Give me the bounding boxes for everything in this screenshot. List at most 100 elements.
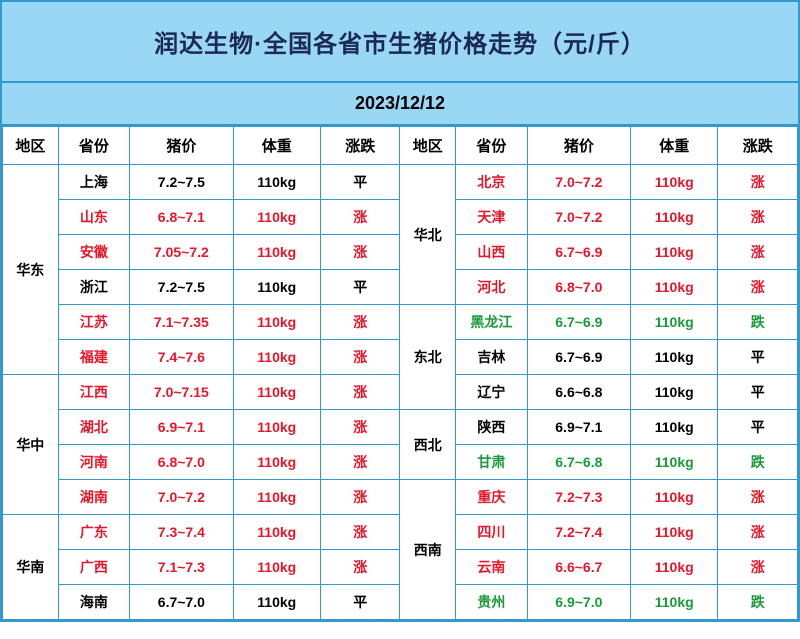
cell-trend: 平 [320,270,400,305]
price-table-container: 润达生物·全国各省市生猪价格走势（元/斤） 2023/12/12 地区 省份 猪… [0,0,800,622]
cell-price: 7.1~7.3 [130,550,233,585]
cell-price: 6.8~7.0 [130,445,233,480]
cell-weight: 110kg [233,305,320,340]
region-cell: 华中 [3,375,59,515]
cell-weight: 110kg [233,585,320,620]
cell-trend: 涨 [718,480,798,515]
cell-prov: 云南 [456,550,528,585]
cell-weight: 110kg [631,305,718,340]
cell-prov: 江西 [58,375,130,410]
cell-price: 7.3~7.4 [130,515,233,550]
cell-prov: 陕西 [456,410,528,445]
th-trend-l: 涨跌 [320,127,400,165]
cell-prov: 山西 [456,235,528,270]
cell-price: 6.9~7.1 [130,410,233,445]
th-region-l: 地区 [3,127,59,165]
cell-weight: 110kg [631,410,718,445]
cell-trend: 平 [718,410,798,445]
cell-weight: 110kg [631,515,718,550]
cell-weight: 110kg [631,235,718,270]
cell-trend: 平 [718,375,798,410]
cell-trend: 涨 [320,480,400,515]
cell-price: 6.7~6.9 [527,340,630,375]
cell-prov: 四川 [456,515,528,550]
th-trend-r: 涨跌 [718,127,798,165]
table-body: 华东上海7.2~7.5110kg平华北北京7.0~7.2110kg涨山东6.8~… [3,165,798,620]
cell-price: 7.2~7.3 [527,480,630,515]
cell-weight: 110kg [233,200,320,235]
cell-price: 6.7~6.8 [527,445,630,480]
region-cell: 华南 [3,515,59,620]
cell-weight: 110kg [631,480,718,515]
cell-trend: 涨 [718,200,798,235]
cell-price: 7.1~7.35 [130,305,233,340]
table-row: 湖北6.9~7.1110kg涨西北陕西6.9~7.1110kg平 [3,410,798,445]
cell-prov: 广东 [58,515,130,550]
cell-weight: 110kg [233,515,320,550]
th-prov-r: 省份 [456,127,528,165]
cell-trend: 跌 [718,305,798,340]
cell-price: 6.7~6.9 [527,305,630,340]
cell-weight: 110kg [233,410,320,445]
cell-prov: 湖南 [58,480,130,515]
cell-trend: 涨 [320,515,400,550]
cell-trend: 平 [320,165,400,200]
cell-trend: 涨 [718,165,798,200]
cell-price: 7.2~7.4 [527,515,630,550]
cell-trend: 涨 [320,445,400,480]
cell-prov: 安徽 [58,235,130,270]
cell-weight: 110kg [233,375,320,410]
cell-prov: 贵州 [456,585,528,620]
cell-prov: 福建 [58,340,130,375]
table-header-row: 地区 省份 猪价 体重 涨跌 地区 省份 猪价 体重 涨跌 [3,127,798,165]
cell-weight: 110kg [233,480,320,515]
cell-price: 7.0~7.2 [130,480,233,515]
region-cell: 华东 [3,165,59,375]
cell-price: 6.8~7.1 [130,200,233,235]
table-row: 湖南7.0~7.2110kg涨西南重庆7.2~7.3110kg涨 [3,480,798,515]
cell-prov: 天津 [456,200,528,235]
cell-price: 7.4~7.6 [130,340,233,375]
cell-trend: 涨 [718,550,798,585]
cell-trend: 涨 [320,410,400,445]
page-title: 润达生物·全国各省市生猪价格走势（元/斤） [2,2,798,83]
cell-prov: 广西 [58,550,130,585]
cell-prov: 上海 [58,165,130,200]
cell-weight: 110kg [233,270,320,305]
cell-trend: 涨 [320,375,400,410]
cell-price: 7.05~7.2 [130,235,233,270]
cell-trend: 涨 [718,515,798,550]
cell-trend: 涨 [320,550,400,585]
cell-trend: 涨 [320,305,400,340]
cell-weight: 110kg [631,270,718,305]
cell-weight: 110kg [631,550,718,585]
cell-prov: 河南 [58,445,130,480]
cell-prov: 辽宁 [456,375,528,410]
cell-prov: 湖北 [58,410,130,445]
cell-price: 6.8~7.0 [527,270,630,305]
cell-trend: 平 [718,340,798,375]
cell-price: 7.2~7.5 [130,270,233,305]
cell-prov: 河北 [456,270,528,305]
cell-trend: 涨 [320,200,400,235]
cell-price: 7.0~7.2 [527,200,630,235]
cell-trend: 跌 [718,445,798,480]
cell-weight: 110kg [631,200,718,235]
report-date: 2023/12/12 [2,83,798,126]
cell-weight: 110kg [233,445,320,480]
region-cell: 西南 [400,480,456,620]
cell-trend: 涨 [718,235,798,270]
cell-prov: 北京 [456,165,528,200]
cell-weight: 110kg [233,340,320,375]
cell-prov: 山东 [58,200,130,235]
cell-price: 6.9~7.1 [527,410,630,445]
cell-weight: 110kg [631,165,718,200]
cell-price: 6.9~7.0 [527,585,630,620]
th-price-r: 猪价 [527,127,630,165]
th-weight-r: 体重 [631,127,718,165]
cell-prov: 甘肃 [456,445,528,480]
th-region-r: 地区 [400,127,456,165]
cell-prov: 重庆 [456,480,528,515]
th-price-l: 猪价 [130,127,233,165]
cell-weight: 110kg [233,235,320,270]
